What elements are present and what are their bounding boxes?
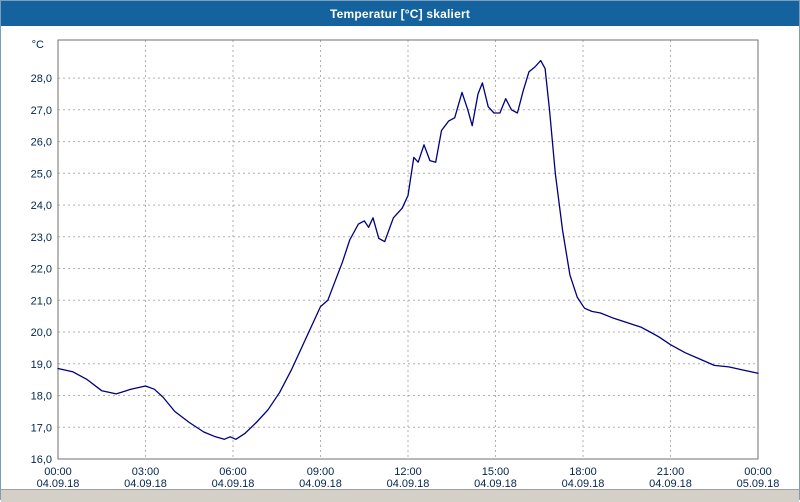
x-tick-time-label: 21:00: [657, 466, 685, 478]
x-tick-date-label: 04.09.18: [37, 478, 80, 489]
y-tick-label: 22,0: [31, 264, 52, 276]
x-tick-date-label: 04.09.18: [387, 478, 430, 489]
x-tick-date-label: 04.09.18: [299, 478, 342, 489]
x-tick-time-label: 09:00: [307, 466, 335, 478]
y-tick-label: 28,0: [31, 73, 52, 85]
x-tick-date-label: 04.09.18: [562, 478, 605, 489]
x-tick-date-label: 04.09.18: [212, 478, 255, 489]
y-tick-label: 23,0: [31, 232, 52, 244]
temperature-line: [57, 59, 759, 440]
x-tick-time-label: 00:00: [44, 466, 72, 478]
x-tick-time-label: 00:00: [744, 466, 772, 478]
x-tick-date-label: 04.09.18: [649, 478, 692, 489]
x-tick-time-label: 18:00: [569, 466, 597, 478]
y-tick-label: 26,0: [31, 137, 52, 149]
window-footer: [1, 489, 799, 502]
y-tick-label: 20,0: [31, 327, 52, 339]
x-tick-time-label: 06:00: [219, 466, 247, 478]
y-tick-label: 18,0: [31, 391, 52, 403]
y-axis-unit-label: °C: [32, 39, 44, 51]
x-tick-time-label: 15:00: [482, 466, 510, 478]
temperature-chart: 16,0 17,0 18,0 19,0 20,0 21,0 22,0 23,0 24,0 25,0…: [1, 26, 799, 489]
x-tick-date-label: 04.09.18: [474, 478, 517, 489]
y-tick-label: 21,0: [31, 295, 52, 307]
chart-canvas: 16,0 17,0 18,0 19,0 20,0 21,0 22,0 23,0 24,0 25,0…: [31, 39, 780, 489]
y-tick-label: 17,0: [31, 422, 52, 434]
x-tick-date-label: 05.09.18: [737, 478, 780, 489]
x-tick-time-label: 03:00: [132, 466, 160, 478]
y-tick-label: 25,0: [31, 168, 52, 180]
x-tick-date-label: 04.09.18: [124, 478, 167, 489]
y-tick-label: 16,0: [31, 454, 52, 466]
y-tick-label: 24,0: [31, 200, 52, 212]
window-titlebar[interactable]: Temperatur [°C] skaliert: [1, 1, 799, 26]
y-tick-label: 19,0: [31, 359, 52, 371]
window-title: Temperatur [°C] skaliert: [329, 6, 471, 21]
plot-frame: [57, 39, 759, 460]
x-tick-time-label: 12:00: [394, 466, 422, 478]
y-tick-label: 27,0: [31, 105, 52, 117]
